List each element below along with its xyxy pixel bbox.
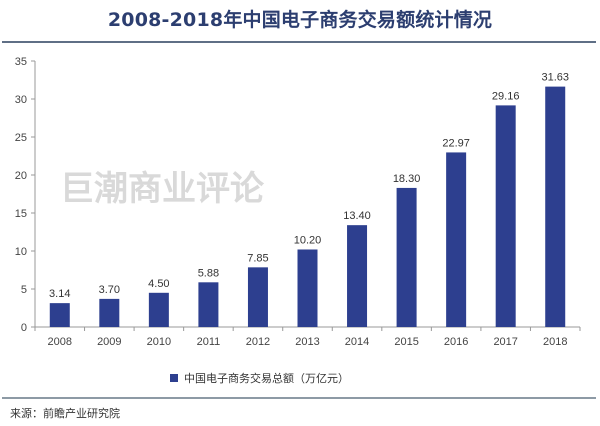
watermark: 巨潮商业评论 — [60, 169, 265, 209]
y-tick-label: 25 — [15, 132, 27, 144]
x-tick-label-2010: 2010 — [147, 336, 171, 348]
bar-2018 — [545, 86, 566, 327]
x-tick-label-2018: 2018 — [543, 336, 567, 348]
x-tick-label-2017: 2017 — [493, 336, 517, 348]
bars — [49, 86, 566, 327]
axes: 0 5 10 15 20 25 30 35 — [15, 56, 581, 334]
labels: 3.14 2008 3.70 2009 4.50 2010 5.88 2011 7.85 2012… — [48, 72, 569, 348]
bar-2013 — [297, 249, 318, 327]
x-tick-label-2009: 2009 — [97, 336, 121, 348]
data-label-2018: 31.63 — [541, 72, 569, 84]
footer-divider — [2, 397, 596, 399]
bar-2011 — [198, 282, 219, 327]
data-label-2014: 13.40 — [343, 210, 371, 222]
chart-title: 2008-2018年中国电子商务交易额统计情况 — [107, 9, 493, 31]
x-tick-label-2015: 2015 — [394, 336, 418, 348]
x-tick-label-2012: 2012 — [246, 336, 270, 348]
legend: 中国电子商务交易总额（万亿元） — [170, 370, 349, 386]
data-label-2017: 29.16 — [492, 90, 520, 102]
data-label-2012: 7.85 — [247, 252, 268, 264]
data-label-2015: 18.30 — [393, 173, 421, 185]
bar-2012 — [247, 267, 268, 327]
y-tick-label: 0 — [21, 322, 27, 334]
x-tick-label-2008: 2008 — [48, 336, 72, 348]
data-label-2016: 22.97 — [442, 137, 470, 149]
x-tick-label-2016: 2016 — [444, 336, 468, 348]
data-label-2011: 5.88 — [198, 267, 219, 279]
y-tick-label: 20 — [15, 170, 27, 182]
x-tick-label-2011: 2011 — [197, 336, 221, 348]
data-label-2013: 10.20 — [294, 234, 322, 246]
y-tick-label: 5 — [21, 284, 27, 296]
bar-2010 — [148, 292, 169, 327]
source-note: 来源：前瞻产业研究院 — [10, 407, 120, 420]
y-tick-label: 15 — [15, 208, 27, 220]
bar-2009 — [99, 298, 120, 327]
x-tick-label-2014: 2014 — [345, 336, 369, 348]
y-tick-label: 30 — [15, 94, 27, 106]
title-divider — [2, 41, 596, 43]
bar-2008 — [49, 303, 70, 327]
x-tick-label-2013: 2013 — [295, 336, 319, 348]
data-label-2010: 4.50 — [148, 278, 169, 290]
bar-2014 — [347, 225, 368, 327]
data-label-2009: 3.70 — [99, 284, 120, 296]
bar-2016 — [446, 152, 467, 327]
legend-swatch — [170, 374, 178, 382]
bar-2015 — [396, 187, 417, 327]
y-tick-label: 35 — [15, 56, 27, 68]
y-tick-label: 10 — [15, 246, 27, 258]
data-label-2008: 3.14 — [49, 288, 70, 300]
bar-2017 — [495, 105, 516, 327]
bar-chart: 巨潮商业评论 0 5 10 15 20 25 30 35 3.14 2008 3.70 2009 4.… — [15, 56, 581, 348]
legend-label: 中国电子商务交易总额（万亿元） — [184, 372, 349, 385]
